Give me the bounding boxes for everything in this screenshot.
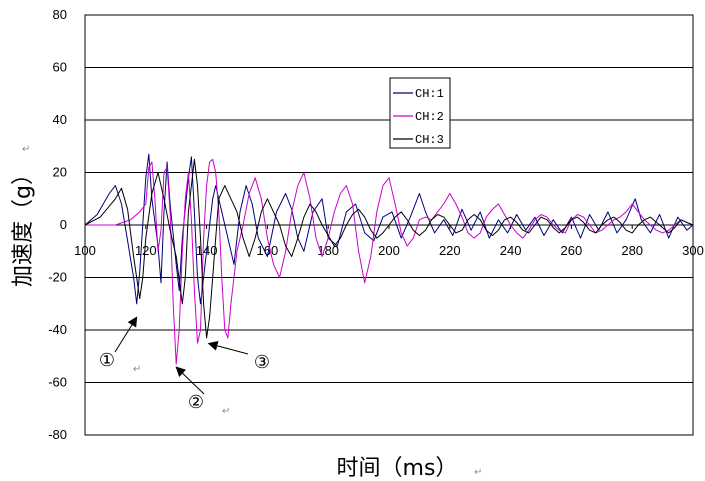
legend-label: CH:1 xyxy=(415,87,444,101)
callout-label: ② xyxy=(188,392,204,413)
y-tick-label: 80 xyxy=(53,7,67,22)
legend-label: CH:2 xyxy=(415,110,444,124)
legend-label: CH:3 xyxy=(415,133,444,147)
x-tick-label: 260 xyxy=(561,243,583,258)
y-axis-title-mark: ↵ xyxy=(22,144,30,155)
callout-label: ③ xyxy=(254,352,270,373)
x-tick-label: 300 xyxy=(682,243,704,258)
callout-label: ① xyxy=(99,350,115,371)
y-tick-label: 0 xyxy=(60,217,67,232)
x-tick-label: 220 xyxy=(439,243,461,258)
x-tick-label: 240 xyxy=(500,243,522,258)
series-line-1 xyxy=(84,153,694,305)
series-line-3 xyxy=(84,158,694,339)
y-tick-label: -20 xyxy=(48,270,67,285)
y-tick-label: -80 xyxy=(48,427,67,442)
x-tick-label: 280 xyxy=(621,243,643,258)
callout-arrow xyxy=(175,366,205,395)
y-tick-label: 20 xyxy=(53,165,67,180)
callout-arrow xyxy=(207,340,249,355)
x-axis-title: 时间（ms） xyxy=(337,456,458,481)
callout-arrow xyxy=(114,316,138,353)
y-tick-label: 40 xyxy=(53,112,67,127)
legend-items: CH:1 CH:2 CH:3 xyxy=(393,87,444,147)
legend: CH:1 CH:2 CH:3 xyxy=(389,77,451,149)
callouts: ① ↵ ② ↵ ③ xyxy=(99,316,270,417)
y-axis-title: 加速度（g） xyxy=(11,163,36,287)
callout-mark: ↵ xyxy=(222,406,230,417)
y-tick-labels: 80 60 40 20 0 -20 -40 -60 -80 xyxy=(48,7,67,442)
y-tick-label: 60 xyxy=(53,60,67,75)
x-tick-labels: 100 120 140 160 180 200 220 240 260 280 300 xyxy=(74,225,704,258)
series-lines xyxy=(84,153,694,365)
y-tick-label: -60 xyxy=(48,375,67,390)
x-tick-label: 120 xyxy=(135,243,157,258)
y-tick-label: -40 xyxy=(48,322,67,337)
grid-lines xyxy=(85,67,693,383)
x-tick-label: 200 xyxy=(378,243,400,258)
x-axis-title-mark: ↵ xyxy=(474,467,482,478)
legend-box xyxy=(389,77,451,149)
series-line-2 xyxy=(85,158,694,365)
x-tick-label: 160 xyxy=(257,243,279,258)
x-tick-label: 100 xyxy=(74,243,96,258)
callout-mark: ↵ xyxy=(133,364,141,375)
